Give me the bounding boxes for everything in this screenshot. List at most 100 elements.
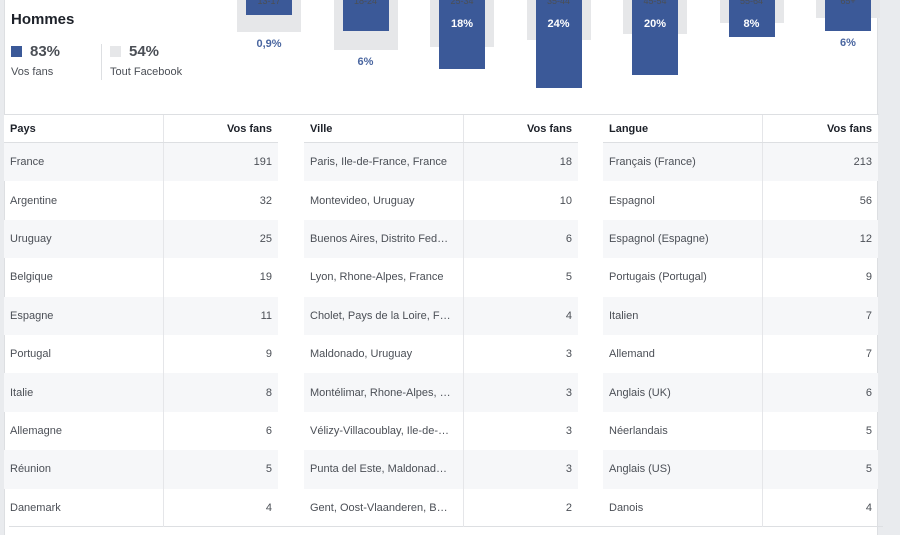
row-label: Portugal — [4, 334, 164, 374]
row-label: Buenos Aires, Distrito Fed… — [304, 219, 464, 259]
column-header-fans[interactable]: Vos fans — [526, 122, 572, 135]
row-value: 7 — [865, 309, 872, 322]
table-row[interactable]: Punta del Este, Maldonad… 3 — [304, 450, 578, 489]
table-row[interactable]: Vélizy-Villacoublay, Ile-de-… 3 — [304, 411, 578, 451]
fans-bar[interactable] — [246, 0, 292, 15]
row-label: Belgique — [4, 258, 164, 297]
row-label: France — [4, 143, 164, 182]
bottom-divider — [9, 526, 883, 527]
fans-bar[interactable] — [728, 0, 775, 38]
age-category-label: 18-24 — [353, 0, 378, 6]
row-label: Cholet, Pays de la Loire, F… — [304, 296, 464, 335]
stat-divider — [101, 44, 102, 80]
fans-bar[interactable] — [535, 0, 582, 88]
table-row[interactable]: Italien 7 — [603, 296, 878, 335]
table-row[interactable]: Allemagne 6 — [4, 411, 278, 451]
table-row[interactable]: Maldonado, Uruguay 3 — [304, 334, 578, 374]
language-table: Langue Vos fans Français (France) 213 Espa… — [603, 115, 878, 527]
age-category-label: 65+ — [840, 0, 856, 6]
facebook-stat: 54% Tout Facebook — [110, 43, 182, 78]
table-row[interactable]: Allemand 7 — [603, 334, 878, 374]
row-label: Réunion — [4, 450, 164, 489]
bar-value-label: 0,9% — [256, 38, 282, 51]
column-header-fans[interactable]: Vos fans — [226, 122, 272, 135]
fans-bar[interactable] — [342, 0, 389, 31]
row-value: 12 — [859, 232, 872, 245]
row-value: 3 — [565, 424, 572, 437]
fans-stat: 83% Vos fans — [11, 43, 60, 78]
row-label: Danemark — [4, 488, 164, 527]
row-value: 9 — [265, 348, 272, 361]
column-header-pays[interactable]: Pays — [4, 115, 164, 142]
row-value: 11 — [260, 309, 272, 322]
row-value: 6 — [565, 232, 572, 245]
table-row[interactable]: Anglais (UK) 6 — [603, 373, 878, 412]
row-label: Anglais (US) — [603, 450, 763, 489]
fans-bar[interactable] — [825, 0, 871, 31]
bar-value-label: 18% — [450, 18, 474, 30]
row-value: 6 — [865, 386, 872, 399]
age-chart-section: Hommes 83% Vos fans 54% Tout Facebook 13… — [5, 0, 880, 115]
age-category-label: 55-64 — [739, 0, 764, 6]
table-row[interactable]: Lyon, Rhone-Alpes, France 5 — [304, 258, 578, 297]
table-row[interactable]: Argentine 32 — [4, 181, 278, 220]
row-value: 5 — [865, 424, 872, 437]
table-row[interactable]: Réunion 5 — [4, 450, 278, 489]
row-value: 5 — [865, 463, 872, 476]
age-bar-chart: 13-17 0,9% 18-24 6% 25-34 18% 35-44 24% 45-54 20%… — [5, 0, 880, 115]
row-label: Anglais (UK) — [603, 373, 763, 412]
row-value: 32 — [259, 194, 272, 207]
fans-bar[interactable] — [439, 0, 485, 69]
table-row[interactable]: Italie 8 — [4, 373, 278, 412]
row-label: Paris, Ile-de-France, France — [304, 143, 464, 182]
row-value: 191 — [253, 156, 272, 169]
table-row[interactable]: Espagnol (Espagne) 12 — [603, 219, 878, 259]
row-label: Allemand — [603, 334, 763, 374]
table-row[interactable]: Uruguay 25 — [4, 219, 278, 259]
fans-label: Vos fans — [11, 66, 54, 78]
row-value: 4 — [865, 501, 872, 514]
row-label: Français (France) — [603, 143, 763, 182]
column-header-ville[interactable]: Ville — [304, 115, 464, 142]
row-value: 5 — [565, 271, 572, 284]
table-row[interactable]: Espagnol 56 — [603, 181, 878, 220]
row-value: 3 — [565, 348, 572, 361]
fans-bar[interactable] — [632, 0, 678, 75]
row-label: Vélizy-Villacoublay, Ile-de-… — [304, 411, 464, 451]
table-row[interactable]: Montevideo, Uruguay 10 — [304, 181, 578, 220]
table-row[interactable]: Danemark 4 — [4, 488, 278, 527]
table-row[interactable]: Espagne 11 — [4, 296, 278, 335]
table-row[interactable]: Gent, Oost-Vlaanderen, B… 2 — [304, 488, 578, 527]
row-label: Gent, Oost-Vlaanderen, B… — [304, 488, 464, 527]
fans-percentage: 83% — [30, 43, 61, 60]
table-row[interactable]: Anglais (US) 5 — [603, 450, 878, 489]
table-row[interactable]: Néerlandais 5 — [603, 411, 878, 451]
section-title: Hommes — [11, 11, 75, 28]
bar-value-label: 24% — [547, 18, 570, 30]
row-label: Montevideo, Uruguay — [304, 181, 464, 220]
table-header: Ville Vos fans — [304, 115, 578, 143]
row-label: Argentine — [4, 181, 164, 220]
column-header-langue[interactable]: Langue — [603, 115, 763, 142]
bar-value-label: 6% — [357, 55, 374, 68]
table-row[interactable]: France 191 — [4, 143, 278, 182]
table-row[interactable]: Portugal 9 — [4, 334, 278, 374]
age-category-label: 25-34 — [450, 0, 474, 6]
column-header-fans[interactable]: Vos fans — [826, 122, 872, 135]
row-value: 213 — [853, 156, 872, 169]
row-value: 25 — [259, 232, 272, 245]
country-table: Pays Vos fans France 191 Argentine 32 Urugua… — [4, 115, 278, 527]
row-value: 19 — [259, 271, 272, 284]
table-row[interactable]: Cholet, Pays de la Loire, F… 4 — [304, 296, 578, 335]
table-row[interactable]: Buenos Aires, Distrito Fed… 6 — [304, 219, 578, 259]
facebook-label: Tout Facebook — [110, 66, 183, 78]
table-row[interactable]: Montélimar, Rhone-Alpes, … 3 — [304, 373, 578, 412]
fans-legend-swatch — [11, 46, 22, 57]
row-value: 3 — [565, 386, 572, 399]
row-label: Espagnol — [603, 181, 763, 220]
table-row[interactable]: Paris, Ile-de-France, France 18 — [304, 143, 578, 182]
table-row[interactable]: Portugais (Portugal) 9 — [603, 258, 878, 297]
table-row[interactable]: Français (France) 213 — [603, 143, 878, 182]
table-row[interactable]: Danois 4 — [603, 488, 878, 527]
table-row[interactable]: Belgique 19 — [4, 258, 278, 297]
